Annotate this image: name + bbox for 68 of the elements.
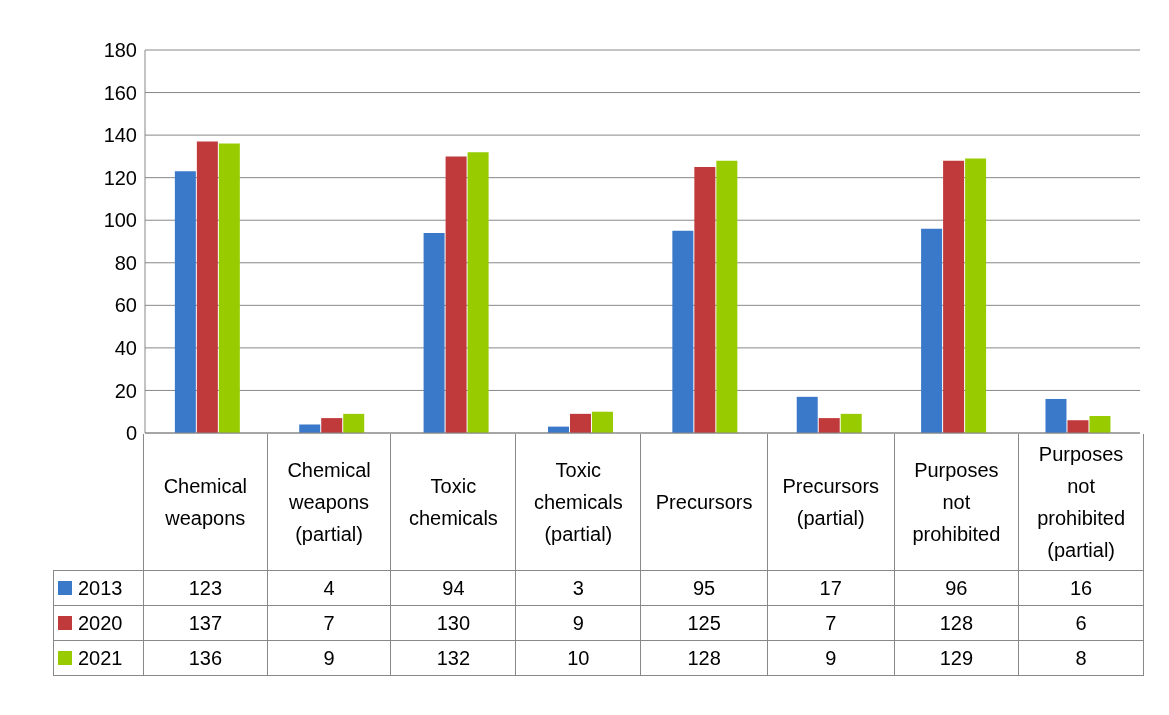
x-tick-label: Purposes not prohibited (partial) — [1018, 434, 1144, 571]
data-label: 96 — [894, 570, 1019, 606]
data-label: 130 — [390, 605, 516, 641]
data-label: 94 — [390, 570, 516, 606]
data-label: 9 — [767, 640, 895, 676]
data-label: 7 — [767, 605, 895, 641]
bar — [569, 413, 591, 433]
y-tick-label: 120 — [103, 166, 137, 189]
y-tick-label: 160 — [103, 81, 137, 104]
x-tick-label: Precursors — [640, 434, 768, 571]
x-tick-label: Chemical weapons (partial) — [267, 434, 391, 571]
data-label: 3 — [515, 570, 641, 606]
data-label: 16 — [1018, 570, 1144, 606]
x-tick-label: Toxic chemicals — [390, 434, 516, 571]
y-tick-label: 60 — [114, 294, 137, 317]
bar — [818, 418, 840, 433]
data-label: 132 — [390, 640, 516, 676]
y-tick-label: 100 — [103, 209, 137, 232]
x-tick-label: Purposes not prohibited — [894, 434, 1019, 571]
bar — [321, 418, 343, 433]
bar — [1067, 420, 1089, 433]
data-label: 136 — [143, 640, 268, 676]
data-label: 137 — [143, 605, 268, 641]
bar — [174, 171, 196, 433]
x-tick-label: Toxic chemicals (partial) — [515, 434, 641, 571]
y-tick-label: 40 — [114, 336, 137, 359]
data-label: 17 — [767, 570, 895, 606]
data-label: 7 — [267, 605, 391, 641]
x-tick-label: Chemical weapons — [143, 434, 268, 571]
data-label: 10 — [515, 640, 641, 676]
bar — [796, 396, 818, 433]
bar — [694, 167, 716, 433]
bar — [591, 411, 613, 433]
bar — [1045, 398, 1067, 433]
bar — [445, 156, 467, 433]
data-label: 9 — [267, 640, 391, 676]
data-label: 4 — [267, 570, 391, 606]
bar — [840, 413, 862, 433]
bar — [921, 228, 943, 433]
legend-label: 2021 — [53, 640, 144, 676]
bar — [467, 152, 489, 433]
data-label: 128 — [640, 640, 768, 676]
bar — [1089, 415, 1111, 433]
y-tick-label: 180 — [103, 39, 137, 62]
legend-label: 2013 — [53, 570, 144, 606]
data-label: 125 — [640, 605, 768, 641]
bar — [965, 158, 987, 433]
bar — [218, 143, 240, 433]
bar — [423, 232, 445, 433]
data-label: 123 — [143, 570, 268, 606]
bar — [299, 424, 321, 433]
data-label: 129 — [894, 640, 1019, 676]
y-tick-label: 0 — [125, 422, 137, 445]
data-label: 6 — [1018, 605, 1144, 641]
data-label: 128 — [894, 605, 1019, 641]
x-tick-label: Precursors (partial) — [767, 434, 895, 571]
data-label: 9 — [515, 605, 641, 641]
bar — [943, 160, 965, 433]
y-tick-label: 140 — [103, 124, 137, 147]
data-label: 8 — [1018, 640, 1144, 676]
bar — [716, 160, 738, 433]
y-tick-label: 20 — [114, 379, 137, 402]
bar — [196, 141, 218, 433]
data-label: 95 — [640, 570, 768, 606]
y-tick-label: 80 — [114, 251, 137, 274]
bar — [672, 230, 694, 433]
bar — [343, 413, 365, 433]
legend-label: 2020 — [53, 605, 144, 641]
